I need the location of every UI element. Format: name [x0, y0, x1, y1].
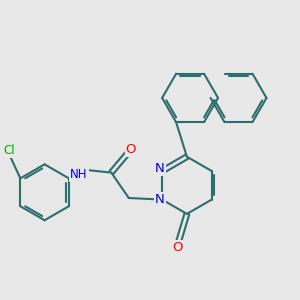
Text: N: N: [155, 193, 165, 206]
Text: NH: NH: [70, 168, 88, 181]
Text: Cl: Cl: [3, 144, 15, 157]
Text: O: O: [172, 242, 183, 254]
Text: N: N: [155, 162, 165, 175]
Text: O: O: [126, 143, 136, 156]
